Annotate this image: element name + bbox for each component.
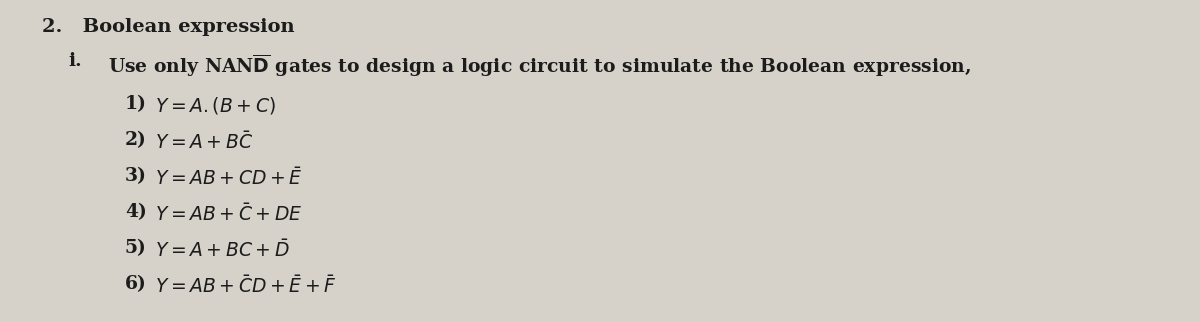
Text: $\mathit{Y = AB + \bar{C}D + \bar{E} + \bar{F}}$: $\mathit{Y = AB + \bar{C}D + \bar{E} + \… xyxy=(155,275,336,297)
Text: 3): 3) xyxy=(125,167,146,185)
Text: 4): 4) xyxy=(125,203,146,221)
Text: $\mathit{Y = A + BC + \bar{D}}$: $\mathit{Y = A + BC + \bar{D}}$ xyxy=(155,239,290,261)
Text: 5): 5) xyxy=(125,239,146,257)
Text: 1): 1) xyxy=(125,95,146,113)
Text: 2): 2) xyxy=(125,131,146,149)
Text: i.: i. xyxy=(68,52,82,70)
Text: Use only NAN$\mathbf{\overline{D}}$ gates to design a logic circuit to simulate : Use only NAN$\mathbf{\overline{D}}$ gate… xyxy=(108,52,971,79)
Text: 2.   Boolean expression: 2. Boolean expression xyxy=(42,18,295,36)
Text: 6): 6) xyxy=(125,275,146,293)
Text: $\mathit{Y = A + B\bar{C}}$: $\mathit{Y = A + B\bar{C}}$ xyxy=(155,131,253,153)
Text: $\mathit{Y = AB + \bar{C} + DE}$: $\mathit{Y = AB + \bar{C} + DE}$ xyxy=(155,203,302,225)
Text: $\mathit{Y = AB + CD + \bar{E}}$: $\mathit{Y = AB + CD + \bar{E}}$ xyxy=(155,167,302,189)
Text: $\mathit{Y = A.(B + C)}$: $\mathit{Y = A.(B + C)}$ xyxy=(155,95,276,116)
